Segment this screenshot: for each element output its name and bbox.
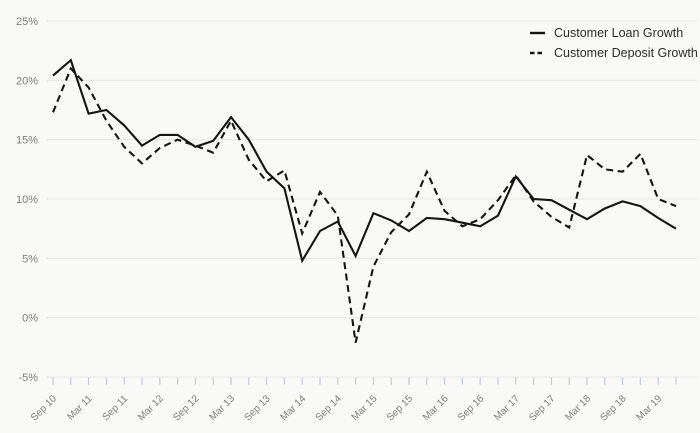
x-axis-label: Mar 11 <box>65 393 95 423</box>
x-axis-label: Sep 11 <box>101 393 131 423</box>
x-axis-label: Sep 17 <box>527 393 557 423</box>
x-axis-label: Sep 15 <box>385 393 415 423</box>
gridlines <box>47 20 697 378</box>
y-axis-label: 0% <box>22 313 38 325</box>
x-axis-label: Sep 14 <box>314 393 344 423</box>
x-axis-label: Mar 19 <box>635 393 665 423</box>
x-axis-label: Sep 10 <box>29 393 59 423</box>
y-axis-label: 10% <box>16 194 38 206</box>
customer-deposit-growth-line <box>52 66 677 343</box>
y-axis-label: 5% <box>22 253 38 265</box>
x-axis-label: Mar 16 <box>421 393 451 423</box>
x-axis-label: Sep 13 <box>243 393 273 423</box>
x-axis-label: Sep 18 <box>599 393 629 423</box>
legend: Customer Loan Growth Customer Deposit Gr… <box>530 27 698 59</box>
legend-item-loan-growth: Customer Loan Growth <box>530 27 698 40</box>
solid-line-sample-icon <box>530 32 545 35</box>
y-axis-labels: -5% 0% 5% 10% 15% 20% 25% <box>16 16 38 384</box>
x-axis-label: Sep 12 <box>171 393 201 423</box>
x-axis-label: Mar 15 <box>350 393 380 423</box>
legend-label-deposit-growth: Customer Deposit Growth <box>554 45 698 60</box>
x-axis-label: Sep 16 <box>456 393 486 423</box>
legend-item-deposit-growth: Customer Deposit Growth <box>530 45 698 60</box>
dashed-line-sample-icon <box>530 51 545 54</box>
y-axis-label: -5% <box>18 372 38 384</box>
y-axis-label: 25% <box>16 16 38 28</box>
x-axis-label: Mar 14 <box>279 393 309 423</box>
x-axis-label: Mar 18 <box>563 393 593 423</box>
x-axis-label: Mar 12 <box>136 393 166 423</box>
x-axis-label: Mar 13 <box>207 393 237 423</box>
x-axis-ticks <box>52 377 677 385</box>
y-axis-label: 15% <box>16 135 38 147</box>
y-axis-label: 20% <box>16 75 38 87</box>
legend-label-loan-growth: Customer Loan Growth <box>554 26 684 40</box>
x-axis-labels: Sep 10 Mar 11 Sep 11 Mar 12 Sep 12 Mar 13 Sep … <box>29 393 665 424</box>
customer-loan-growth-line <box>52 58 677 264</box>
x-axis-label: Mar 17 <box>492 393 522 423</box>
